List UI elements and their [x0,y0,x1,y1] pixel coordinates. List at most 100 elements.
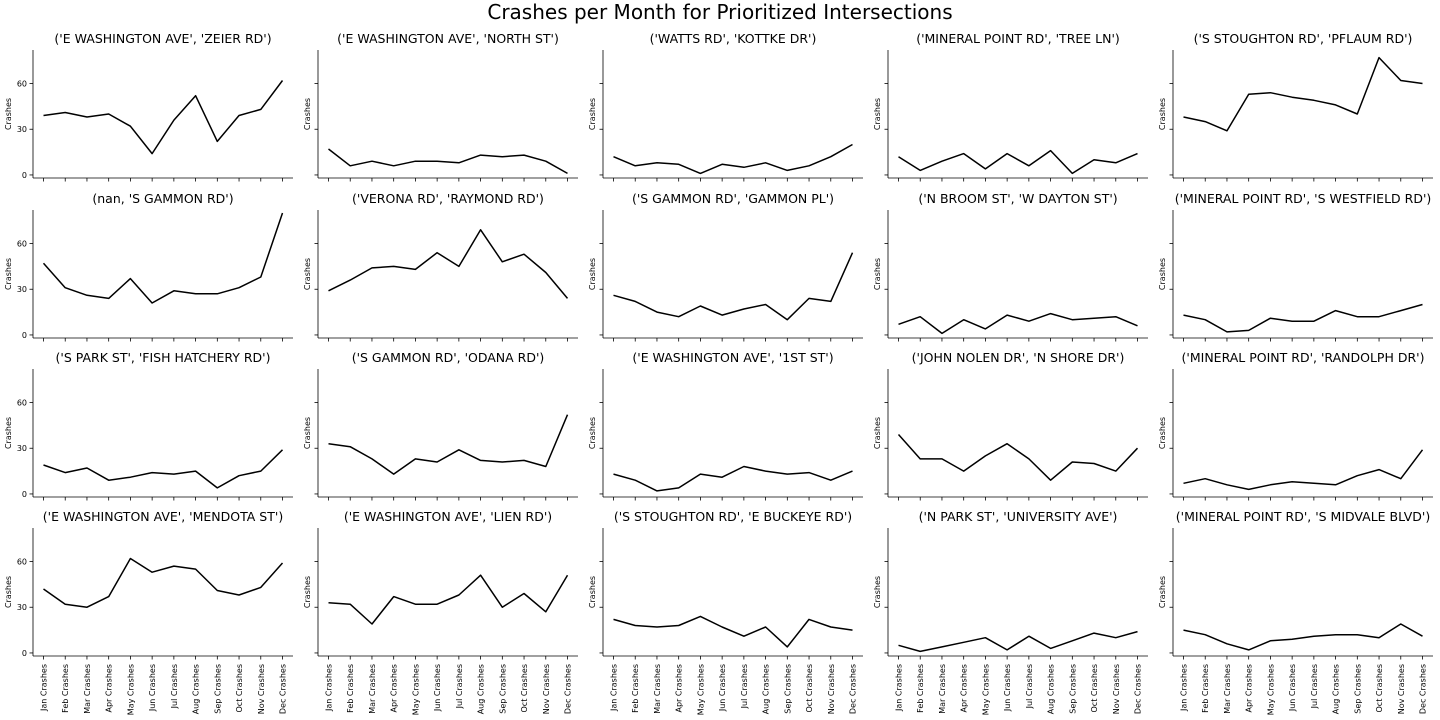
y-tick-label: 30 [17,125,27,134]
panel-title: ('S STOUGHTON RD', 'PFLAUM RD') [1194,31,1413,46]
x-tick-label: Nov Crashes [1397,664,1406,714]
y-tick-label: 60 [17,240,27,249]
panel-19: ('N PARK ST', 'UNIVERSITY AVE') Crashes Ja… [873,509,1148,715]
series-line [1183,56,1423,132]
y-axis-label: Crashes [4,98,13,130]
x-tick-label: Jun Crashes [433,664,442,712]
x-tick-label: Sep Crashes [498,664,507,714]
panel-15: ('MINERAL POINT RD', 'RANDOLPH DR') Crash… [1158,350,1433,501]
y-axis-label: Crashes [303,98,312,130]
x-tick-label: Aug Crashes [1332,664,1341,714]
panel-1: ('E WASHINGTON AVE', 'ZEIER RD') 0 30 60 Cra… [4,31,293,182]
panel-title: ('MINERAL POINT RD', 'RANDOLPH DR') [1182,350,1425,365]
y-axis-label: Crashes [588,258,597,290]
x-tick-label: Nov Crashes [1112,664,1121,714]
x-tick-label: Apr Crashes [960,664,969,713]
x-tick-label: Jun Crashes [148,664,157,712]
y-axis-label: Crashes [1158,98,1167,130]
x-tick-label: Jun Crashes [718,664,727,712]
x-tick-label: Apr Crashes [105,664,114,713]
series-line [897,434,1139,481]
x-tick-label: Feb Crashes [61,664,70,713]
panel-title: ('S GAMMON RD', 'ODANA RD') [352,350,545,365]
x-tick-label: Apr Crashes [390,664,399,713]
x-tick-label: May Crashes [126,664,135,715]
panel-title: ('E WASHINGTON AVE', 'MENDOTA ST') [43,509,283,524]
panel-11: ('S PARK ST', 'FISH HATCHERY RD') 0 30 60 Cr… [4,350,293,501]
panel-title: ('MINERAL POINT RD', 'TREE LN') [916,31,1120,46]
x-tick-label: May Crashes [696,664,705,715]
x-tick-label: Jan Crashes [325,664,334,712]
y-axis-label: Crashes [588,98,597,130]
panel-7: ('VERONA RD', 'RAYMOND RD') Crashes [303,191,578,342]
x-tick-label: Apr Crashes [675,664,684,713]
y-tick-label: 30 [17,285,27,294]
x-tick-label: Jun Crashes [1003,664,1012,712]
x-tick-label: Dec Crashes [1134,664,1143,714]
y-tick-label: 0 [22,649,27,658]
panel-title: ('N BROOM ST', 'W DAYTON ST') [918,191,1117,206]
panel-4: ('MINERAL POINT RD', 'TREE LN') Crashes [873,31,1148,182]
x-tick-label: Mar Crashes [938,664,947,714]
panel-2: ('E WASHINGTON AVE', 'NORTH ST') Crashes [303,31,578,182]
series-line [43,449,284,489]
panel-title: ('JOHN NOLEN DR', 'N SHORE DR') [912,350,1125,365]
y-axis-label: Crashes [303,576,312,608]
series-line [898,149,1138,175]
y-tick-label: 0 [22,171,27,180]
y-axis-label: Crashes [873,98,882,130]
panel-title: ('MINERAL POINT RD', 'S MIDVALE BLVD') [1176,509,1430,524]
series-line [328,229,569,299]
panel-8: ('S GAMMON RD', 'GAMMON PL') Crashes [588,191,863,342]
panel-title: ('E WASHINGTON AVE', 'NORTH ST') [337,31,559,46]
y-tick-label: 60 [17,558,27,567]
series-line [898,630,1138,653]
series-line [43,557,284,608]
x-tick-label: Dec Crashes [1419,664,1428,714]
y-axis-label: Crashes [588,576,597,608]
x-tick-label: Nov Crashes [827,664,836,714]
x-tick-label: Mar Crashes [83,664,92,714]
x-tick-label: Aug Crashes [192,664,201,714]
series-line [898,312,1138,335]
panel-title: ('S PARK ST', 'FISH HATCHERY RD') [56,350,271,365]
panel-title: ('S STOUGHTON RD', 'E BUCKEYE RD') [614,509,852,524]
y-axis-label: Crashes [4,576,13,608]
x-tick-label: Jan Crashes [40,664,49,712]
series-line [328,414,569,475]
series-line [613,252,854,321]
series-line [1183,623,1423,651]
panel-title: ('E WASHINGTON AVE', 'LIEN RD') [344,509,552,524]
panel-13: ('E WASHINGTON AVE', '1ST ST') Crashes [588,350,863,501]
panel-title: (nan, 'S GAMMON RD') [92,191,233,206]
panel-title: ('VERONA RD', 'RAYMOND RD') [352,191,544,206]
x-tick-label: Feb Crashes [916,664,925,713]
panel-title: ('S GAMMON RD', 'GAMMON PL') [632,191,834,206]
panel-title: ('N PARK ST', 'UNIVERSITY AVE') [919,509,1118,524]
chart-title: Crashes per Month for Prioritized Inters… [487,0,953,24]
y-tick-label: 0 [22,490,27,499]
y-axis-label: Crashes [1158,258,1167,290]
series-line [42,212,284,304]
series-line [1183,449,1424,491]
series-line [613,143,853,175]
panel-title: ('WATTS RD', 'KOTTKE DR') [650,31,817,46]
x-tick-label: Jul Crashes [455,664,464,709]
y-axis-label: Crashes [873,576,882,608]
x-tick-label: Jan Crashes [1180,664,1189,712]
x-tick-label: Mar Crashes [653,664,662,714]
y-tick-label: 30 [17,603,27,612]
x-tick-label: Aug Crashes [477,664,486,714]
y-tick-label: 0 [22,331,27,340]
y-tick-label: 60 [17,399,27,408]
y-axis-label: Crashes [303,417,312,449]
x-tick-label: Dec Crashes [849,664,858,714]
y-axis-label: Crashes [873,258,882,290]
y-tick-label: 60 [17,80,27,89]
panel-title: ('MINERAL POINT RD', 'S WESTFIELD RD') [1175,191,1432,206]
x-tick-label: Aug Crashes [762,664,771,714]
panel-3: ('WATTS RD', 'KOTTKE DR') Crashes [588,31,863,182]
x-tick-label: Aug Crashes [1047,664,1056,714]
series-line [43,80,284,155]
